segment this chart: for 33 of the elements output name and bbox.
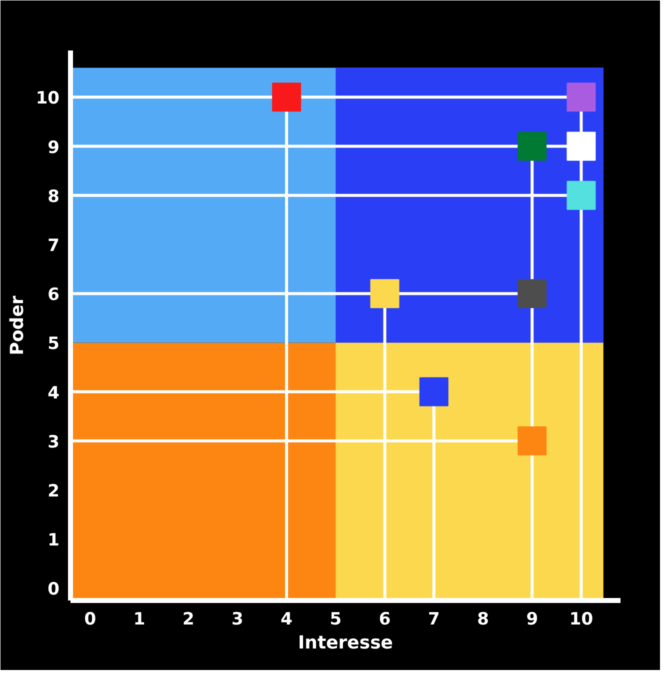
point <box>370 279 400 308</box>
x-tick-label: 7 <box>428 610 440 630</box>
x-tick-label: 9 <box>526 610 538 630</box>
point <box>566 180 596 210</box>
point <box>419 377 448 406</box>
x-axis-title: Interesse <box>298 632 394 654</box>
y-tick-label: 6 <box>48 285 60 306</box>
point <box>518 279 547 308</box>
x-tick-label: 0 <box>84 610 96 630</box>
y-tick-label: 4 <box>48 383 60 404</box>
y-tick-label: 7 <box>48 236 60 256</box>
point <box>518 132 547 161</box>
x-tick-label: 6 <box>378 610 391 630</box>
point <box>272 82 302 112</box>
x-tick-label: 2 <box>182 610 194 630</box>
x-tick-label: 8 <box>477 610 489 630</box>
y-tick-label: 8 <box>48 186 60 207</box>
point <box>566 82 596 112</box>
y-tick-label: 0 <box>48 580 60 600</box>
y-axis-title: Poder <box>6 296 28 356</box>
y-tick-label: 3 <box>48 432 60 452</box>
point <box>518 426 547 456</box>
x-tick-label: 3 <box>232 610 244 630</box>
y-tick-label: 2 <box>48 482 60 502</box>
x-tick-label: 5 <box>330 610 342 630</box>
y-tick-label: 9 <box>48 138 60 158</box>
x-tick-label: 10 <box>569 610 594 630</box>
y-tick-label: 5 <box>48 334 60 354</box>
point <box>566 132 596 161</box>
y-tick-label: 10 <box>36 88 60 109</box>
x-tick-label: 4 <box>280 610 293 630</box>
x-tick-label: 1 <box>133 610 146 630</box>
y-tick-label: 1 <box>48 530 60 551</box>
